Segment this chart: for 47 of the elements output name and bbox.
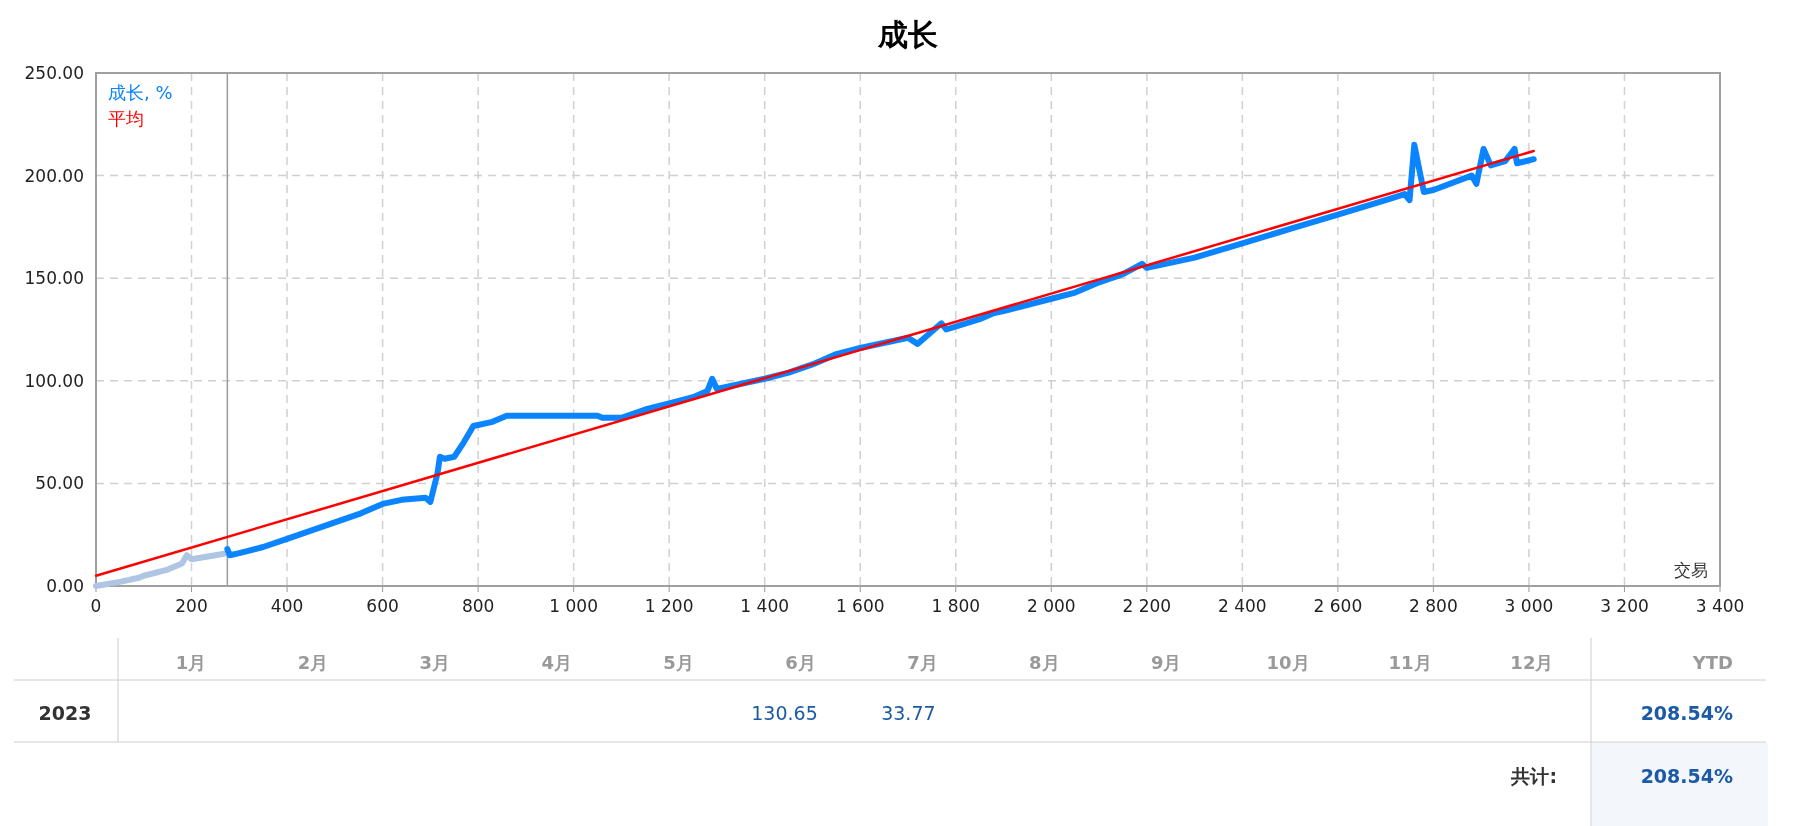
text: 208.54% xyxy=(1640,702,1733,724)
text: 成长, % xyxy=(108,82,173,103)
text: 5月 xyxy=(663,652,694,673)
y-tick-label: 50.00 xyxy=(35,473,84,494)
text: YTD xyxy=(1691,652,1733,673)
text: 共计: xyxy=(1510,765,1557,787)
x-tick-label: 1 600 xyxy=(835,596,885,616)
text: 130.65 xyxy=(751,702,818,724)
x-tick-label: 600 xyxy=(366,596,399,616)
text: 7月 xyxy=(907,652,938,673)
x-tick-label: 2 200 xyxy=(1122,596,1172,616)
text: 12月 xyxy=(1510,652,1554,673)
y-tick-label: 200.00 xyxy=(24,165,84,186)
y-tick-label: 150.00 xyxy=(24,268,84,289)
text: 2月 xyxy=(297,652,329,673)
text: 10月 xyxy=(1266,652,1310,673)
y-tick-label: 0.00 xyxy=(46,576,84,596)
text: 平均 xyxy=(108,108,144,129)
text: 2023 xyxy=(38,702,92,724)
text: 1月 xyxy=(175,652,207,673)
x-axis-title: 交易 xyxy=(1674,560,1708,580)
x-tick-label: 3 400 xyxy=(1695,596,1745,616)
x-tick-label: 3 000 xyxy=(1504,596,1554,616)
x-tick-label: 2 400 xyxy=(1218,596,1267,616)
y-tick-label: 250.00 xyxy=(24,63,84,83)
text: 11月 xyxy=(1388,652,1432,673)
x-tick-label: 0 xyxy=(90,596,102,616)
x-tick-label: 2 000 xyxy=(1026,596,1076,616)
x-tick-label: 3 200 xyxy=(1600,596,1649,616)
text: 4月 xyxy=(541,652,572,673)
x-tick-label: 1 000 xyxy=(549,596,598,616)
x-tick-label: 1 400 xyxy=(740,596,790,616)
text: 208.54% xyxy=(1640,765,1733,787)
x-tick-label: 2 800 xyxy=(1409,596,1458,616)
y-tick-label: 100.00 xyxy=(24,370,84,391)
text: 33.77 xyxy=(881,702,936,724)
x-tick-label: 2 600 xyxy=(1313,596,1363,616)
text: 3月 xyxy=(419,652,451,673)
x-tick-label: 1 200 xyxy=(644,596,694,616)
text: 9月 xyxy=(1150,652,1182,673)
text: 6月 xyxy=(785,652,816,673)
text: 8月 xyxy=(1029,652,1060,673)
x-tick-label: 800 xyxy=(461,596,495,616)
x-tick-label: 1 800 xyxy=(931,596,981,616)
x-tick-label: 400 xyxy=(270,596,304,616)
x-tick-label: 200 xyxy=(175,596,208,616)
chart-title: 成长 xyxy=(877,17,938,52)
